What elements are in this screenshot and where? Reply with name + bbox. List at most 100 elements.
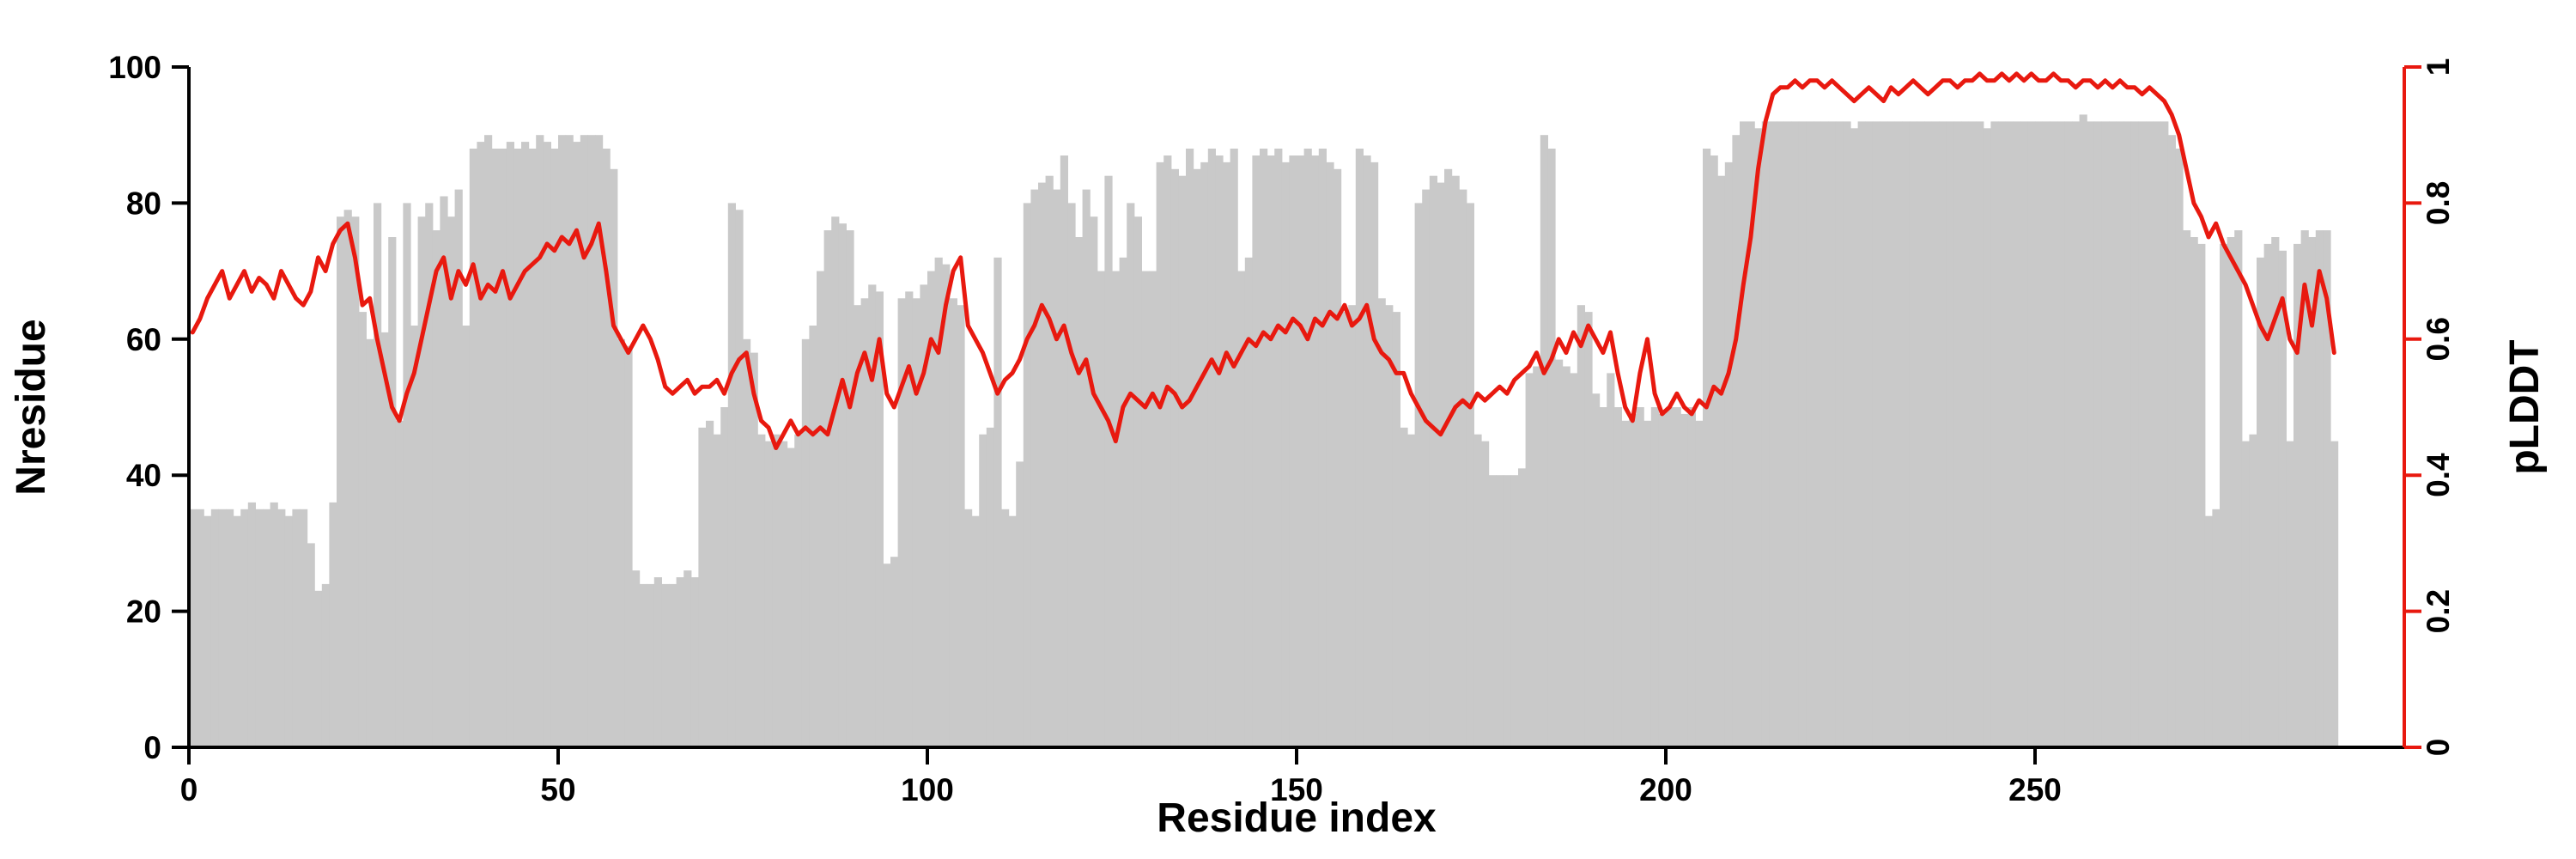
nresidue-bar [2167,135,2176,747]
nresidue-bar [743,338,751,747]
nresidue-bar [1599,407,1607,747]
nresidue-bar [536,135,544,747]
nresidue-bar [1355,149,1364,747]
nresidue-bar [1946,121,1954,747]
y-axis-left-title: Nresidue [9,319,54,495]
nresidue-bar [462,326,471,747]
nresidue-bar [388,237,397,747]
nresidue-bar [979,434,987,747]
nresidue-bar [403,203,411,747]
nresidue-bar [1067,203,1076,747]
nresidue-bar [2027,121,2036,747]
nresidue-bar [1503,475,1511,747]
nresidue-bar [1274,149,1283,747]
plddt-line-series [190,71,2336,450]
nresidue-bar [477,142,485,748]
nresidue-bar [823,230,832,748]
nresidue-bar [1924,121,1933,747]
x-axis-tick-label: 50 [540,772,575,807]
nresidue-bar [196,509,204,747]
nresidue-bar [1843,121,1851,747]
nresidue-bar [2101,121,2110,747]
y-axis-left-tick-label: 100 [108,50,161,85]
nresidue-bar [2212,509,2221,747]
nresidue-bar [1303,149,1312,747]
nresidue-bar [2109,121,2117,747]
nresidue-bar [1828,121,1837,747]
nresidue-bar [794,434,803,747]
y-axis-right-tick-label: 0.2 [2421,589,2456,633]
nresidue-bar [854,305,862,747]
nresidue-bar [1621,420,1630,747]
nresidue-bar [1451,175,1460,747]
nresidue-bar [469,149,477,747]
nresidue-bar [809,326,817,747]
nresidue-bar [447,216,456,747]
nresidue-bar [1613,407,1622,747]
nresidue-bar [1496,475,1504,747]
nresidue-bar [321,583,330,747]
nresidue-bar [1481,441,1490,747]
nresidue-bar [912,298,920,747]
nresidue-bar [2138,121,2147,747]
nresidue-bar [927,271,936,748]
nresidue-bar [2130,121,2139,747]
nresidue-bar [1724,161,1733,747]
nresidue-bar [410,326,419,747]
nresidue-bar [595,135,604,747]
nresidue-bar [1149,271,1157,748]
x-axis-tick-label: 250 [2008,772,2062,807]
nresidue-bar [263,509,271,747]
nresidue-bar [2050,121,2058,747]
plddt-polyline [190,71,2336,450]
nresidue-bar [1186,149,1194,747]
nresidue-bar [1783,121,1792,747]
nresidue-bar [374,203,382,747]
nresidue-bar [1260,149,1268,747]
nresidue-bar [2020,121,2028,747]
nresidue-bar [698,427,707,747]
nresidue-bar [2220,243,2228,747]
nresidue-bar [1658,413,1667,747]
nresidue-bar [204,515,212,747]
nresidue-bar [1008,515,1017,747]
nresidue-bar [454,189,463,748]
nresidue-bar [2308,237,2317,747]
nresidue-bar [1976,121,1984,747]
nresidue-bar [499,149,507,747]
nresidue-bar [602,149,611,747]
nresidue-bar [1466,203,1474,747]
nresidue-bar [1540,135,1548,747]
nresidue-bar [425,203,434,747]
x-axis-tick-label: 200 [1639,772,1692,807]
nresidue-bar [610,168,618,748]
nresidue-bar [1510,475,1519,747]
nresidue-bar [1798,121,1807,747]
nresidue-bar [2263,243,2272,747]
nresidue-bar [210,509,219,747]
nresidue-bar [1629,413,1637,747]
nresidue-bar [750,352,758,747]
nresidue-bar [358,312,367,747]
nresidue-bar [565,135,574,747]
y-axis-right-tick-label: 0.4 [2421,453,2456,497]
nresidue-bar [890,557,899,747]
nresidue-bar [1791,121,1800,747]
nresidue-bar [1525,373,1534,747]
nresidue-bar [1459,189,1467,748]
nresidue-bar [971,515,980,747]
nresidue-bar [2013,121,2021,747]
nresidue-bar [780,441,788,747]
nresidue-bar [1968,121,1977,747]
nresidue-bar [1053,189,1061,748]
nresidue-bar [528,149,537,747]
nresidue-bar [706,420,714,747]
nresidue-bar [846,230,854,748]
nresidue-bar [964,509,973,747]
nresidue-bar [1193,168,1201,748]
y-axis-right-title: pLDDT [2502,339,2548,474]
nresidue-bar [757,434,766,747]
nresidue-bar [1244,257,1253,747]
nresidue-bar [2035,121,2044,747]
